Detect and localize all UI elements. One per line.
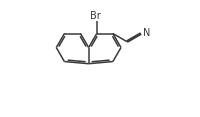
Text: Br: Br (90, 11, 101, 21)
Text: N: N (143, 28, 150, 38)
